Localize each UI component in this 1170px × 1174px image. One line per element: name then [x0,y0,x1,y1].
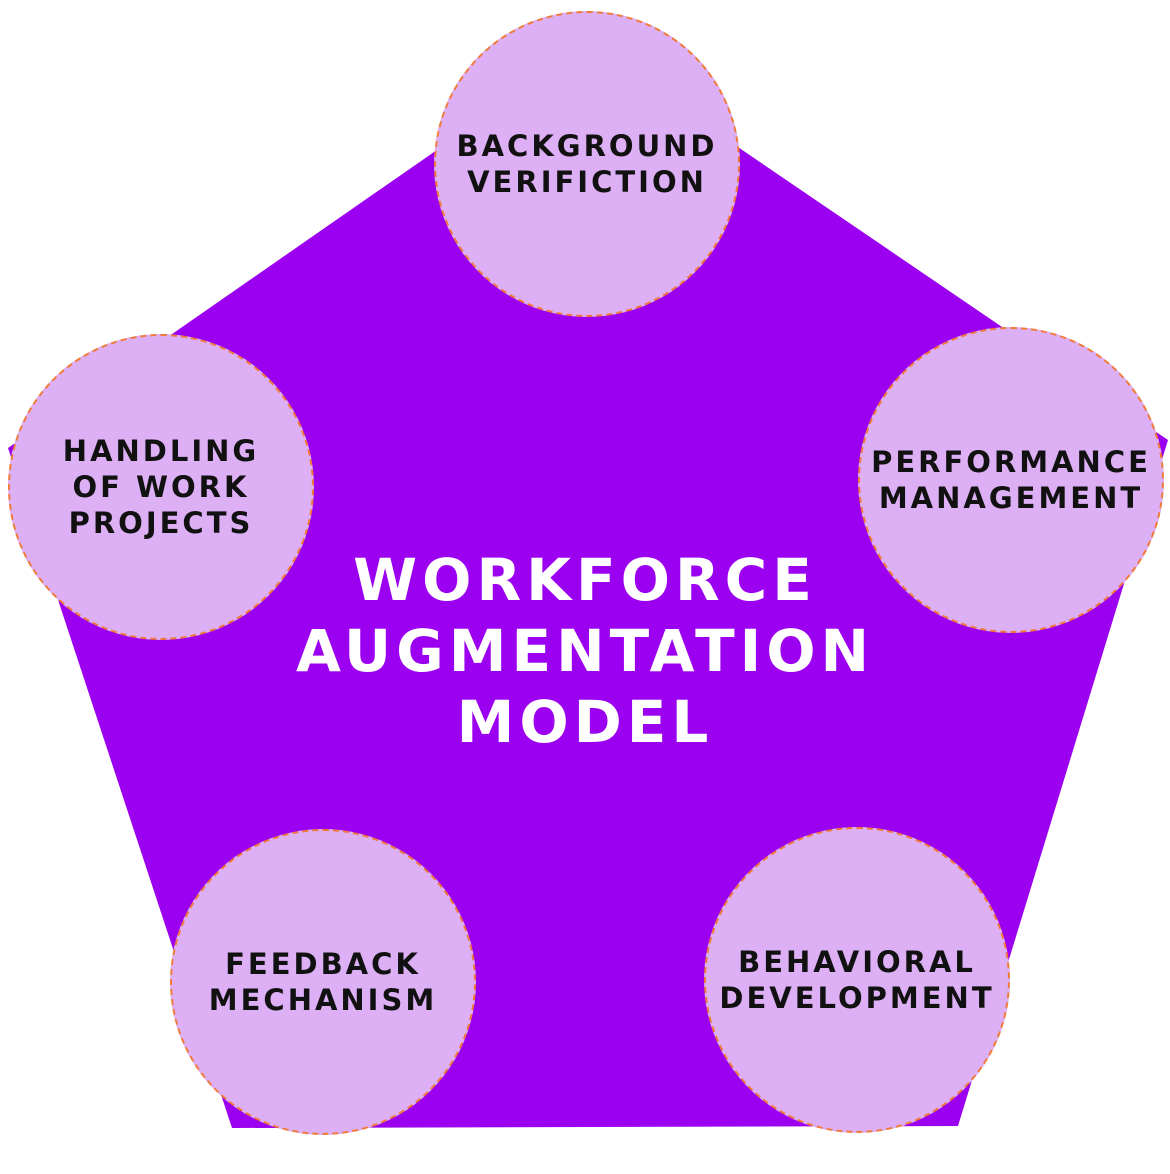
node-label: HANDLING OF WORK PROJECTS [63,433,259,541]
diagram-title: WORKFORCE AUGMENTATION MODEL [235,545,935,758]
node-label: FEEDBACK MECHANISM [209,946,437,1018]
diagram-title-line-3: MODEL [456,688,714,756]
node-feedback-mechanism: FEEDBACK MECHANISM [170,829,476,1135]
node-label-line: DEVELOPMENT [719,981,995,1015]
node-background-verification: BACKGROUND VERIFICTION [434,11,740,317]
node-performance-management: PERFORMANCE MANAGEMENT [858,327,1164,633]
node-label-line: BEHAVIORAL [738,945,976,979]
node-label-line: FEEDBACK [225,947,421,981]
diagram-title-line-2: AUGMENTATION [295,617,875,685]
node-label-line: PROJECTS [68,506,254,540]
diagram-title-line-1: WORKFORCE [353,546,817,614]
node-label-line: VERIFICTION [467,165,707,199]
node-label-line: BACKGROUND [456,129,718,163]
node-label-line: HANDLING [62,434,260,468]
node-label-line: PERFORMANCE [871,445,1151,479]
node-behavioral-development: BEHAVIORAL DEVELOPMENT [704,827,1010,1133]
node-handling-of-work-projects: HANDLING OF WORK PROJECTS [8,334,314,640]
node-label: BACKGROUND VERIFICTION [457,128,718,200]
node-label-line: MANAGEMENT [878,481,1144,515]
node-label-line: MECHANISM [208,983,438,1017]
node-label: BEHAVIORAL DEVELOPMENT [719,944,994,1016]
node-label-line: OF WORK [72,470,250,504]
node-label: PERFORMANCE MANAGEMENT [871,444,1151,516]
